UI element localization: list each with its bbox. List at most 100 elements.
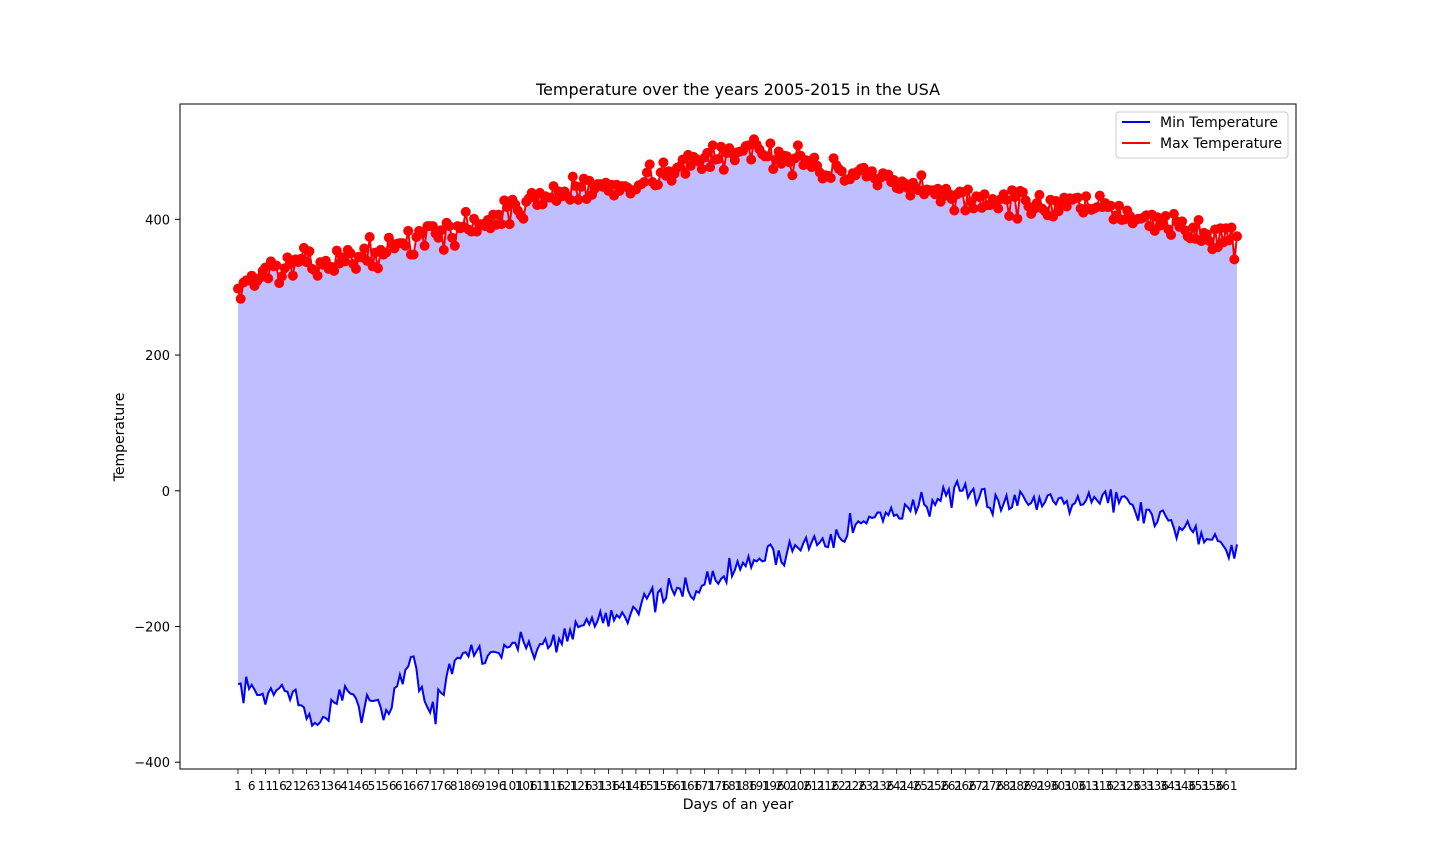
- x-tick-label: 311: [1077, 779, 1100, 793]
- max-temperature-point: [718, 164, 729, 175]
- max-temperature-point: [836, 166, 847, 177]
- max-temperature-point: [359, 243, 370, 254]
- x-tick-label: 76: [436, 779, 451, 793]
- y-axis-label: Temperature: [112, 393, 128, 483]
- x-tick-label: 156: [652, 779, 675, 793]
- x-tick-label: 231: [858, 779, 881, 793]
- max-temperature-point: [1012, 213, 1023, 224]
- max-temperature-point: [1168, 208, 1179, 219]
- max-temperature-point: [1160, 211, 1171, 221]
- x-tick-label: 256: [926, 779, 949, 793]
- max-temperature-point: [702, 147, 713, 158]
- x-tick-label: 321: [1105, 779, 1128, 793]
- max-temperature-markers: [233, 134, 1242, 304]
- max-temperature-point: [403, 225, 414, 236]
- max-temperature-point: [905, 190, 916, 201]
- x-tick-label: 56: [381, 779, 396, 793]
- x-tick-label: 336: [1146, 779, 1169, 793]
- max-temperature-point: [776, 158, 787, 169]
- max-temperature-point: [537, 199, 548, 210]
- max-temperature-point: [276, 271, 287, 282]
- x-tick-label: 306: [1064, 779, 1087, 793]
- max-temperature-point: [419, 240, 430, 251]
- x-tick-label: 296: [1036, 779, 1059, 793]
- x-tick-label: 131: [583, 779, 606, 793]
- x-tick-label: 266: [954, 779, 977, 793]
- max-temperature-point: [433, 232, 444, 243]
- max-temperature-point: [1204, 236, 1215, 247]
- max-temperature-point: [713, 154, 724, 164]
- max-temperature-point: [301, 257, 312, 268]
- max-temperature-point: [381, 247, 392, 258]
- max-temperature-point: [1072, 192, 1083, 203]
- max-temperature-point: [1196, 236, 1207, 247]
- x-tick-label: 261: [940, 779, 963, 793]
- x-tick-label: 11: [258, 779, 273, 793]
- max-temperature-point: [364, 232, 375, 242]
- max-temperature-point: [373, 263, 383, 274]
- max-temperature-point: [729, 155, 740, 166]
- max-temperature-point: [993, 203, 1004, 214]
- max-temperature-point: [652, 179, 663, 190]
- max-temperature-point: [1232, 231, 1242, 242]
- max-temperature-point: [1004, 211, 1015, 221]
- x-tick-label: 251: [913, 779, 936, 793]
- legend-box: [1115, 111, 1289, 159]
- x-tick-label: 31: [313, 779, 328, 793]
- max-temperature-point: [963, 184, 973, 195]
- x-tick-label: 341: [1160, 779, 1183, 793]
- max-temperature-point: [809, 152, 820, 163]
- max-temperature-point: [502, 202, 512, 213]
- x-tick-label: 276: [981, 779, 1004, 793]
- max-temperature-point: [641, 167, 652, 178]
- y-axis-ticks: −400 −200 0 200 400: [134, 213, 180, 771]
- y-tick-label: −200: [134, 621, 170, 636]
- x-tick-label: 161: [666, 779, 689, 793]
- x-tick-label: 36: [326, 779, 341, 793]
- max-temperature-point: [1223, 235, 1234, 246]
- max-temperature-point: [584, 175, 595, 186]
- x-tick-label: 226: [844, 779, 867, 793]
- legend-label-min: Min Temperature: [1160, 115, 1278, 131]
- x-tick-label: 346: [1173, 779, 1196, 793]
- x-tick-label: 66: [409, 779, 424, 793]
- max-temperature-point: [329, 265, 340, 276]
- x-tick-label: 331: [1132, 779, 1155, 793]
- max-temperature-point: [518, 213, 529, 224]
- x-tick-label: 106: [515, 779, 538, 793]
- max-temperature-point: [968, 203, 979, 214]
- max-temperature-point: [408, 249, 419, 260]
- legend: Min Temperature Max Temperature: [1115, 111, 1289, 159]
- x-tick-label: 101: [501, 779, 524, 793]
- axes-frame: [179, 103, 1297, 770]
- max-temperature-point: [436, 225, 447, 236]
- max-temperature-point: [504, 219, 515, 230]
- max-temperature-point: [762, 151, 773, 162]
- x-tick-label: 61: [395, 779, 410, 793]
- max-temperature-point: [331, 245, 342, 256]
- max-temperature-point: [438, 244, 449, 255]
- x-tick-label: 361: [1215, 779, 1238, 793]
- max-temperature-point: [1226, 222, 1237, 233]
- x-tick-label: 121: [556, 779, 579, 793]
- x-tick-label: 111: [528, 779, 551, 793]
- max-temperature-point: [787, 170, 798, 181]
- max-temperature-point: [1114, 200, 1124, 211]
- x-tick-label: 16: [272, 779, 287, 793]
- plot-area: [233, 134, 1242, 728]
- x-tick-label: 316: [1091, 779, 1114, 793]
- max-temperature-point: [746, 154, 757, 165]
- max-temperature-point: [427, 221, 438, 232]
- max-temperature-point: [460, 206, 471, 217]
- max-temperature-point: [271, 260, 282, 271]
- max-temperature-point: [949, 205, 960, 216]
- x-tick-label: 221: [830, 779, 853, 793]
- max-temperature-point: [449, 240, 460, 251]
- x-tick-label: 136: [597, 779, 620, 793]
- x-tick-label: 246: [899, 779, 922, 793]
- y-tick-label: −400: [134, 756, 170, 771]
- max-temperature-point: [639, 177, 650, 187]
- max-temperature-point: [345, 248, 356, 259]
- y-tick-label: 0: [162, 485, 170, 500]
